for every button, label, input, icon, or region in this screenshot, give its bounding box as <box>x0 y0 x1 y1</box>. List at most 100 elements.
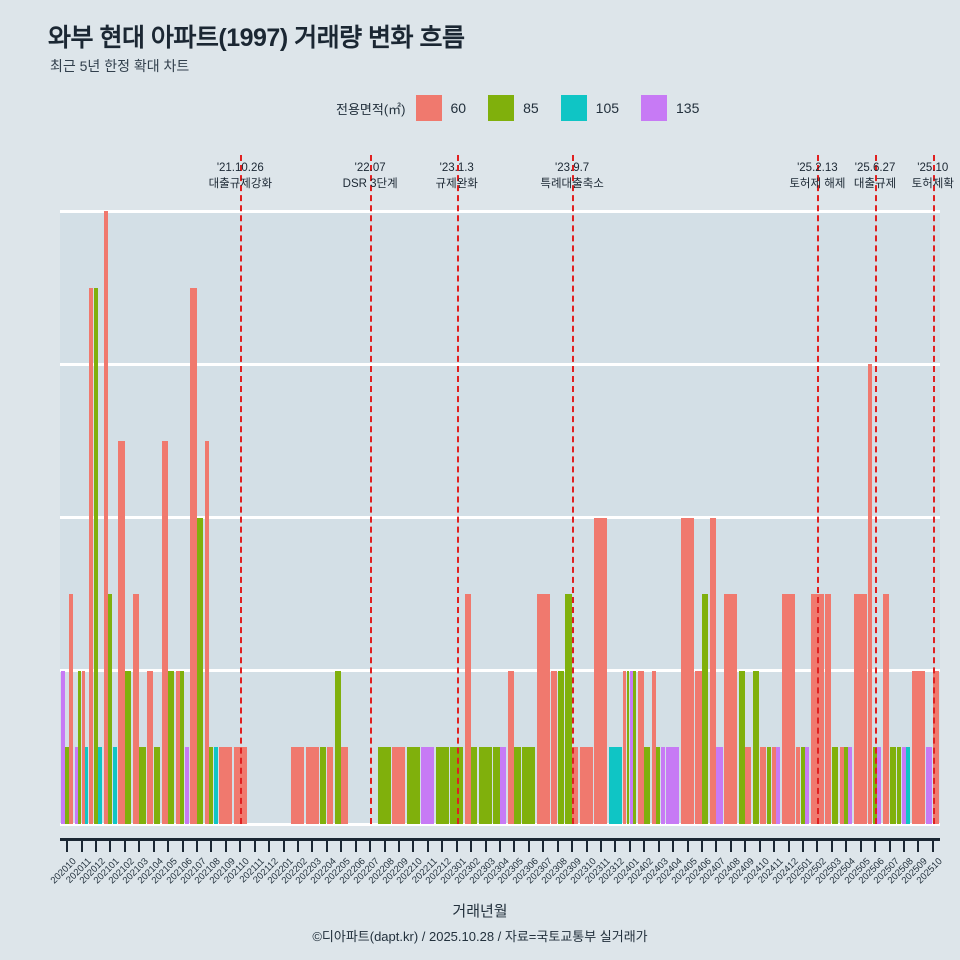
bar-202401-60[interactable] <box>623 670 627 824</box>
bar-202211-135[interactable] <box>421 747 435 824</box>
bar-202104-85[interactable] <box>153 747 160 824</box>
bar-202403-85[interactable] <box>656 747 661 824</box>
bar-202204-60[interactable] <box>326 747 334 824</box>
bar-202506-135[interactable] <box>877 747 882 824</box>
bar-202403-60[interactable] <box>652 670 657 824</box>
bar-202101-60[interactable] <box>103 211 108 824</box>
bar-202011-60[interactable] <box>81 670 85 824</box>
bar-202406-60[interactable] <box>695 670 702 824</box>
bar-202409-85[interactable] <box>738 670 745 824</box>
bar-202301-85[interactable] <box>450 747 463 824</box>
bar-202309-85[interactable] <box>565 594 572 824</box>
bar-202208-85[interactable] <box>377 747 391 824</box>
bar-202101-85[interactable] <box>108 594 113 824</box>
bar-202508-135[interactable] <box>901 747 906 824</box>
bar-202407-60[interactable] <box>709 517 716 824</box>
bar-202404-135[interactable] <box>666 747 680 824</box>
bar-202406-85[interactable] <box>701 594 709 824</box>
bar-202412-60[interactable] <box>781 594 795 824</box>
bar-202402-60[interactable] <box>637 670 644 824</box>
bar-202305-60[interactable] <box>507 670 515 824</box>
bar-202310-60[interactable] <box>579 747 593 824</box>
bar-202311-60[interactable] <box>594 517 608 824</box>
bar-202407-135[interactable] <box>716 747 723 824</box>
bar-202408-60[interactable] <box>724 594 738 824</box>
bar-202312-105[interactable] <box>608 747 622 824</box>
bar-202405-60[interactable] <box>680 517 694 824</box>
bar-202504-135[interactable] <box>848 747 853 824</box>
legend-item-135[interactable]: 135 <box>641 95 717 121</box>
bar-202011-135[interactable] <box>75 747 78 824</box>
bar-202205-60[interactable] <box>341 747 348 824</box>
bar-202107-60[interactable] <box>190 287 197 824</box>
bar-202103-85[interactable] <box>139 747 146 824</box>
bar-202108-85[interactable] <box>209 747 214 824</box>
bar-202101-105[interactable] <box>112 747 117 824</box>
bar-202011-105[interactable] <box>84 747 88 824</box>
bar-202302-85[interactable] <box>471 747 478 824</box>
bar-202501-60[interactable] <box>796 747 801 824</box>
bar-202010-85[interactable] <box>65 747 70 824</box>
bar-202308-85[interactable] <box>557 670 564 824</box>
bar-202012-85[interactable] <box>93 287 98 824</box>
bar-202107-85[interactable] <box>197 517 204 824</box>
legend-item-85[interactable]: 85 <box>488 95 557 121</box>
bar-202012-105[interactable] <box>98 747 103 824</box>
bar-202203-60[interactable] <box>305 747 319 824</box>
bar-202401-85[interactable] <box>626 670 630 824</box>
bar-202010-60[interactable] <box>69 594 74 824</box>
bar-202411-135[interactable] <box>776 747 781 824</box>
bar-202202-60[interactable] <box>291 747 305 824</box>
bar-202309-60[interactable] <box>572 747 579 824</box>
bar-202104-60[interactable] <box>147 670 154 824</box>
bar-202411-85[interactable] <box>767 747 772 824</box>
bar-202011-85[interactable] <box>78 670 82 824</box>
bar-202210-85[interactable] <box>406 747 420 824</box>
bar-202105-85[interactable] <box>168 670 175 824</box>
bar-202505-60[interactable] <box>854 594 867 824</box>
bar-202403-135[interactable] <box>660 747 665 824</box>
bar-202503-60[interactable] <box>825 594 832 824</box>
bar-202012-60[interactable] <box>89 287 94 824</box>
legend-item-105[interactable]: 105 <box>560 95 637 121</box>
bar-202401-135[interactable] <box>629 670 633 824</box>
bar-202108-105[interactable] <box>213 747 218 824</box>
bar-202501-135[interactable] <box>805 747 810 824</box>
bar-202102-85[interactable] <box>124 670 132 824</box>
bar-202502-60[interactable] <box>810 594 824 824</box>
bar-202401-85[interactable] <box>633 670 637 824</box>
bar-202506-85[interactable] <box>872 747 877 824</box>
bar-202504-60[interactable] <box>839 747 844 824</box>
bar-202506-60[interactable] <box>868 364 873 824</box>
bar-202509-60[interactable] <box>911 670 925 824</box>
bar-202409-60[interactable] <box>745 747 752 824</box>
bar-202501-85[interactable] <box>800 747 805 824</box>
bar-202102-60[interactable] <box>118 440 125 824</box>
bar-202110-60[interactable] <box>233 747 247 824</box>
bar-202308-60[interactable] <box>551 670 558 824</box>
bar-202304-85[interactable] <box>493 747 500 824</box>
bar-202304-135[interactable] <box>500 747 507 824</box>
bar-202106-60[interactable] <box>175 670 180 824</box>
bar-202306-85[interactable] <box>522 747 536 824</box>
legend-item-60[interactable]: 60 <box>415 95 485 121</box>
bar-202410-60[interactable] <box>759 747 766 824</box>
bar-202508-85[interactable] <box>897 747 902 824</box>
bar-202209-60[interactable] <box>392 747 406 824</box>
bar-202108-60[interactable] <box>204 440 209 824</box>
bar-202510-60[interactable] <box>932 670 940 824</box>
bar-202105-60[interactable] <box>161 440 168 824</box>
bar-202106-135[interactable] <box>184 747 189 824</box>
bar-202103-60[interactable] <box>132 594 139 824</box>
bar-202010-135[interactable] <box>60 670 65 824</box>
bar-202204-85[interactable] <box>320 747 327 824</box>
bar-202507-60[interactable] <box>882 594 890 824</box>
bar-202307-60[interactable] <box>536 594 550 824</box>
bar-202212-85[interactable] <box>435 747 449 824</box>
bar-202508-105[interactable] <box>906 747 911 824</box>
bar-202507-85[interactable] <box>889 747 896 824</box>
bar-202504-85[interactable] <box>844 747 849 824</box>
bar-202106-85[interactable] <box>180 670 185 824</box>
bar-202503-85[interactable] <box>831 747 839 824</box>
bar-202205-85[interactable] <box>334 670 341 824</box>
